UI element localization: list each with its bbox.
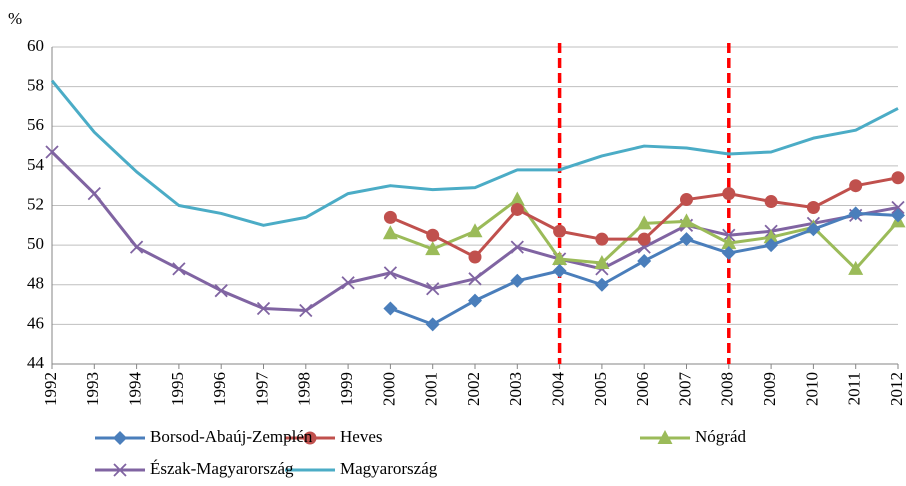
marker bbox=[891, 208, 905, 223]
x-tick-label: 2000 bbox=[379, 372, 398, 406]
marker bbox=[806, 222, 821, 237]
x-tick-label: 2008 bbox=[718, 372, 737, 406]
marker bbox=[426, 228, 440, 242]
marker bbox=[510, 202, 524, 216]
x-tick-label: 1997 bbox=[252, 372, 271, 407]
marker bbox=[383, 210, 397, 224]
marker bbox=[425, 241, 441, 256]
marker bbox=[468, 293, 482, 308]
legend-label: Heves bbox=[340, 427, 382, 446]
marker bbox=[721, 235, 737, 250]
marker bbox=[594, 277, 609, 292]
marker bbox=[426, 282, 440, 296]
y-axis-label: % bbox=[8, 9, 22, 28]
marker bbox=[256, 301, 271, 316]
x-tick-label: 1998 bbox=[295, 372, 314, 406]
marker bbox=[299, 303, 313, 318]
marker bbox=[679, 213, 694, 228]
marker bbox=[637, 232, 651, 246]
marker bbox=[468, 272, 482, 286]
x-tick-label: 1999 bbox=[337, 372, 356, 406]
legend-label: Nógrád bbox=[695, 427, 746, 446]
x-tick-label: 2002 bbox=[464, 372, 483, 406]
y-tick-label: 54 bbox=[27, 155, 45, 174]
x-tick-label: 1993 bbox=[83, 372, 102, 406]
marker bbox=[383, 301, 398, 316]
marker bbox=[382, 225, 398, 240]
series bbox=[383, 206, 905, 332]
marker bbox=[637, 253, 652, 268]
marker bbox=[87, 186, 101, 201]
marker bbox=[553, 224, 567, 238]
marker bbox=[468, 250, 482, 264]
x-tick-label: 1992 bbox=[41, 372, 60, 406]
marker bbox=[722, 187, 736, 201]
x-tick-label: 2009 bbox=[760, 372, 779, 406]
x-tick-label: 2011 bbox=[845, 372, 864, 405]
x-tick-label: 2012 bbox=[887, 372, 906, 406]
marker bbox=[848, 206, 863, 221]
x-tick-label: 2010 bbox=[802, 372, 821, 406]
y-tick-label: 56 bbox=[27, 115, 44, 134]
x-tick-label: 1994 bbox=[126, 372, 145, 407]
legend-marker bbox=[657, 430, 673, 444]
y-tick-label: 60 bbox=[27, 36, 44, 55]
marker bbox=[891, 171, 905, 185]
marker bbox=[552, 263, 567, 278]
x-tick-label: 2006 bbox=[633, 372, 652, 406]
x-tick-label: 2007 bbox=[675, 372, 694, 407]
y-tick-label: 44 bbox=[27, 353, 45, 372]
marker bbox=[214, 284, 228, 298]
legend-marker bbox=[113, 431, 127, 445]
marker bbox=[552, 250, 568, 265]
marker bbox=[721, 246, 736, 261]
marker bbox=[764, 195, 778, 209]
marker bbox=[891, 200, 905, 215]
marker bbox=[680, 193, 693, 207]
y-tick-label: 58 bbox=[27, 76, 44, 95]
marker bbox=[129, 240, 144, 254]
legend-label: Magyarország bbox=[340, 459, 438, 478]
marker bbox=[763, 229, 779, 244]
marker bbox=[806, 200, 820, 214]
y-tick-label: 46 bbox=[27, 313, 44, 332]
x-tick-label: 2003 bbox=[506, 372, 525, 406]
x-tick-label: 2005 bbox=[591, 372, 610, 406]
marker bbox=[509, 191, 525, 206]
marker bbox=[467, 223, 483, 238]
marker bbox=[383, 266, 398, 280]
x-tick-label: 2001 bbox=[422, 372, 441, 406]
y-tick-label: 52 bbox=[27, 194, 44, 213]
marker bbox=[849, 179, 863, 193]
marker bbox=[594, 254, 610, 269]
marker bbox=[425, 317, 440, 332]
y-tick-label: 50 bbox=[27, 234, 44, 253]
marker bbox=[510, 240, 524, 254]
marker bbox=[764, 238, 779, 253]
legend-label: Észak-Magyarország bbox=[150, 459, 294, 478]
x-tick-label: 1996 bbox=[210, 372, 229, 406]
marker bbox=[679, 232, 694, 247]
y-tick-label: 48 bbox=[27, 274, 44, 293]
series bbox=[383, 171, 905, 264]
marker bbox=[595, 232, 609, 246]
legend-marker bbox=[113, 463, 127, 477]
line bbox=[50, 79, 899, 227]
marker bbox=[341, 276, 355, 290]
line bbox=[389, 211, 899, 326]
marker bbox=[510, 273, 525, 288]
marker bbox=[848, 260, 864, 275]
series bbox=[50, 79, 899, 227]
legend-label: Borsod-Abaúj-Zemplén bbox=[150, 427, 313, 446]
legend-marker bbox=[303, 431, 317, 445]
x-tick-label: 1995 bbox=[168, 372, 187, 406]
marker bbox=[45, 145, 59, 159]
marker bbox=[636, 215, 652, 230]
marker bbox=[172, 262, 186, 276]
x-tick-label: 2004 bbox=[549, 372, 568, 407]
